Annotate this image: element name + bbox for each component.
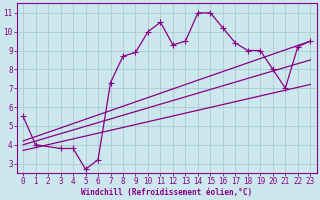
X-axis label: Windchill (Refroidissement éolien,°C): Windchill (Refroidissement éolien,°C) bbox=[81, 188, 252, 197]
